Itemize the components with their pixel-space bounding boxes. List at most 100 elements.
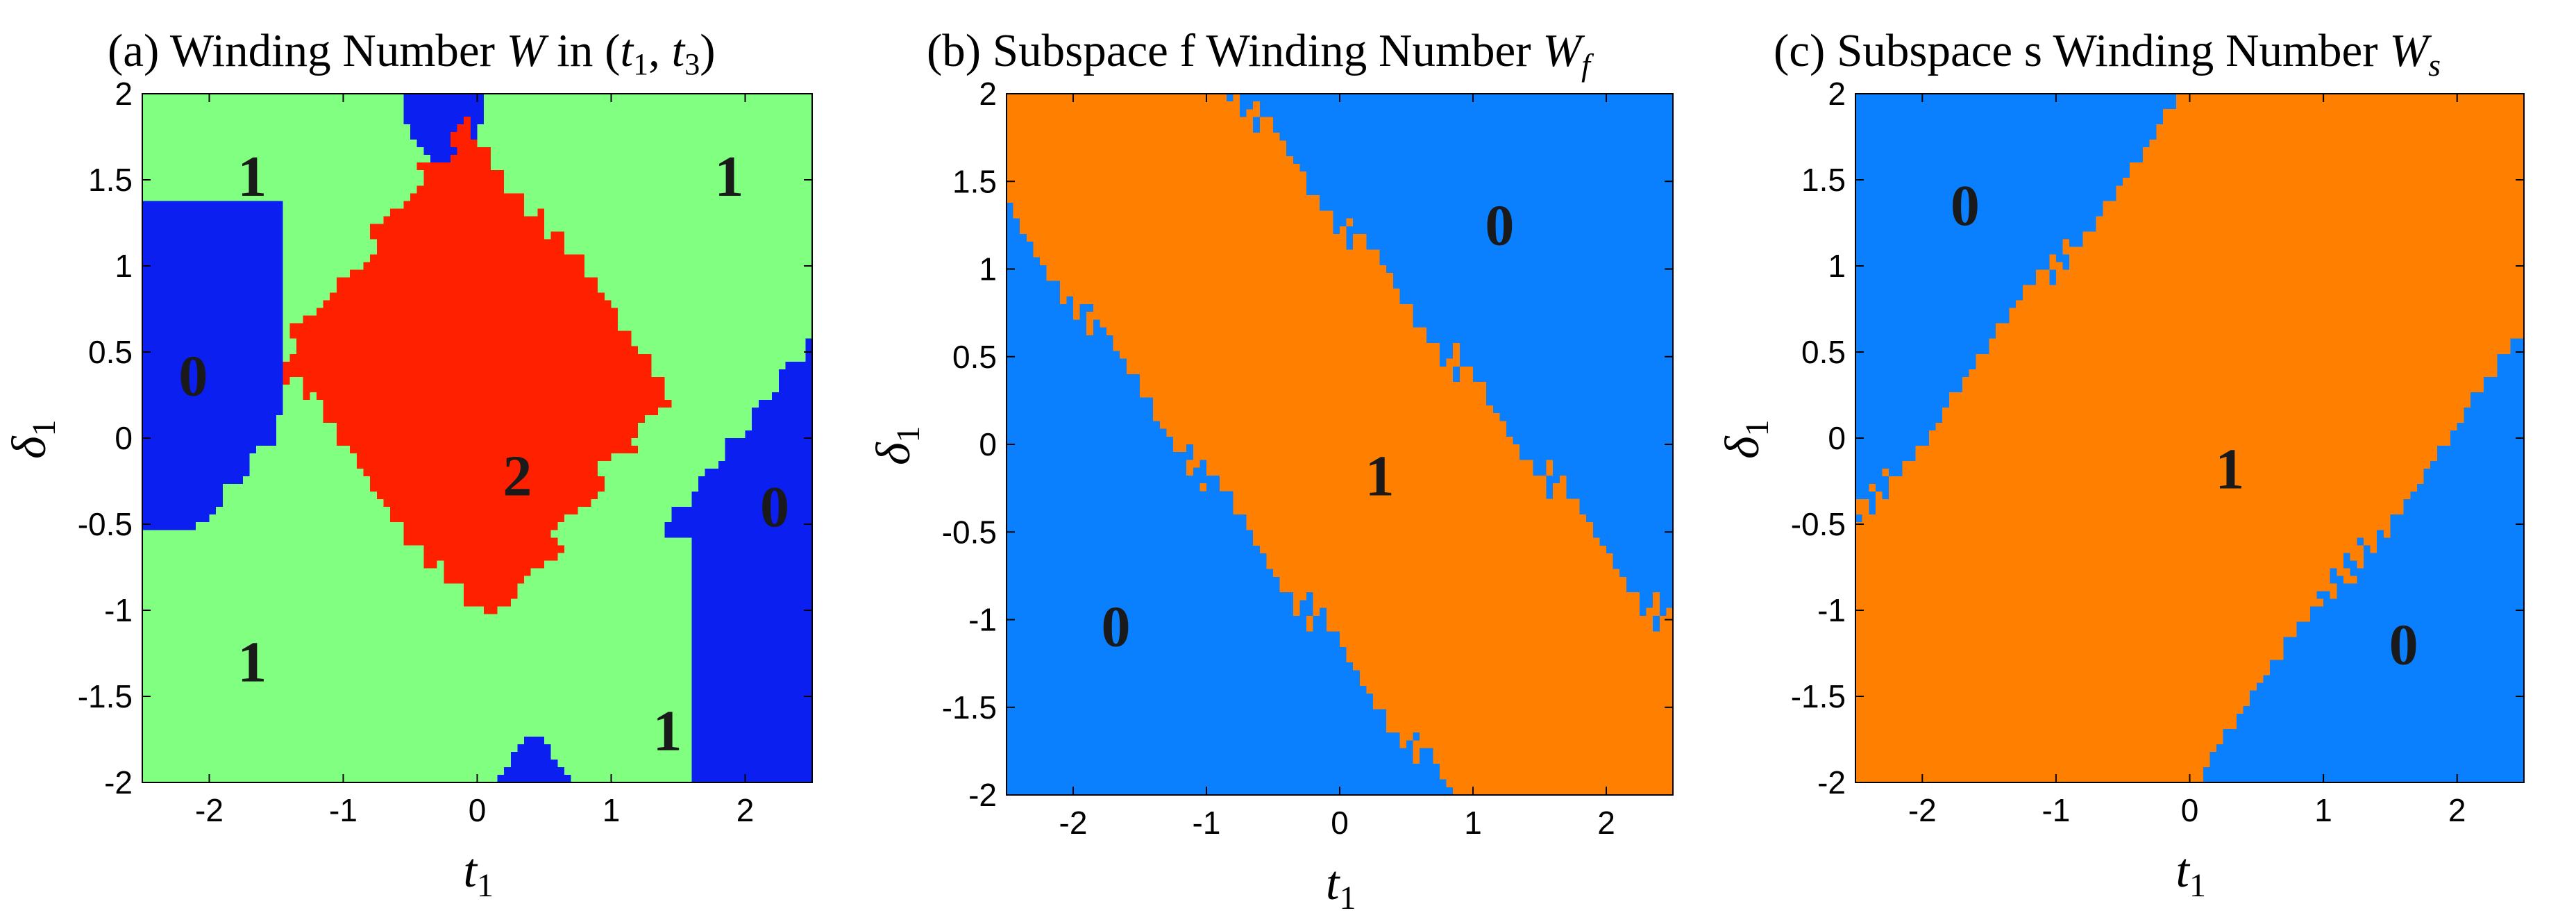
heatmap-cell [444, 124, 451, 133]
heatmap-cell [484, 698, 491, 707]
heatmap-cell [423, 155, 431, 163]
heatmap-cell [296, 453, 304, 462]
heatmap-cell [457, 254, 464, 263]
heatmap-cell [149, 660, 156, 669]
heatmap-cell [202, 269, 210, 278]
heatmap-cell [289, 193, 297, 201]
heatmap-cell [490, 201, 498, 209]
heatmap-cell [457, 94, 464, 102]
heatmap-cell [269, 667, 277, 676]
heatmap-cell [423, 553, 431, 561]
heatmap-cell [470, 446, 478, 454]
heatmap-cell [510, 269, 518, 278]
heatmap-cell [283, 384, 290, 393]
heatmap-cell [316, 682, 324, 692]
heatmap-cell [336, 469, 344, 477]
heatmap-cell [343, 469, 351, 477]
heatmap-cell [249, 262, 257, 271]
heatmap-cell [222, 193, 230, 201]
heatmap-cell [242, 315, 250, 324]
heatmap-cell [416, 346, 424, 355]
heatmap-cell [303, 178, 310, 186]
heatmap-cell [336, 361, 344, 370]
heatmap-cell [490, 728, 498, 737]
heatmap-cell [303, 576, 310, 585]
heatmap-cell [283, 537, 290, 546]
heatmap-cell [410, 323, 418, 332]
heatmap-cell [464, 185, 471, 194]
heatmap-cell [236, 637, 244, 646]
heatmap-cell [202, 300, 210, 309]
heatmap-cell [256, 361, 264, 370]
heatmap-cell [189, 690, 196, 699]
heatmap-cell [149, 744, 156, 753]
heatmap-cell [510, 140, 518, 148]
heatmap-cell [336, 598, 344, 607]
heatmap-cell [330, 530, 337, 538]
heatmap-cell [390, 736, 398, 745]
heatmap-cell [396, 430, 404, 439]
heatmap-cell [416, 514, 424, 523]
heatmap-cell [262, 292, 270, 301]
heatmap-cell [370, 376, 378, 385]
heatmap-cell [477, 667, 485, 676]
heatmap-cell [262, 583, 270, 592]
heatmap-cell [330, 766, 337, 776]
heatmap-cell [470, 353, 478, 362]
heatmap-cell [444, 492, 451, 500]
heatmap-cell [410, 292, 418, 301]
heatmap-cell [350, 560, 357, 569]
heatmap-cell [490, 208, 498, 217]
heatmap-cell [202, 766, 210, 776]
heatmap-cell [457, 384, 464, 393]
heatmap-cell [423, 713, 431, 722]
heatmap-cell [142, 537, 150, 546]
heatmap-cell [410, 545, 418, 553]
heatmap-cell [242, 399, 250, 408]
heatmap-cell [450, 560, 458, 569]
heatmap-cell [430, 438, 438, 446]
heatmap-cell [403, 117, 411, 125]
heatmap-cell [289, 239, 297, 248]
heatmap-cell [155, 117, 163, 125]
heatmap-cell [303, 224, 310, 232]
heatmap-cell [316, 277, 324, 286]
heatmap-cell [276, 277, 284, 286]
heatmap-cell [242, 369, 250, 378]
heatmap-cell [196, 637, 203, 646]
heatmap-cell [464, 239, 471, 248]
heatmap-cell [484, 140, 491, 148]
heatmap-cell [202, 614, 210, 623]
heatmap-cell [189, 201, 196, 209]
heatmap-cell [216, 621, 224, 630]
heatmap-cell [169, 315, 176, 324]
heatmap-cell [376, 606, 384, 615]
heatmap-cell [343, 621, 351, 630]
heatmap-cell [490, 675, 498, 684]
heatmap-cell [256, 774, 264, 783]
heatmap-cell [283, 170, 290, 178]
heatmap-cell [249, 621, 257, 630]
heatmap-cell [376, 224, 384, 232]
heatmap-cell [484, 484, 491, 492]
heatmap-cell [142, 560, 150, 569]
heatmap-cell [209, 277, 217, 286]
heatmap-cell [229, 629, 237, 638]
heatmap-cell [356, 216, 364, 224]
heatmap-cell [289, 751, 297, 760]
heatmap-cell [470, 530, 478, 538]
heatmap-cell [437, 591, 444, 600]
heatmap-cell [155, 568, 163, 576]
heatmap-cell [222, 208, 230, 217]
heatmap-cell [176, 637, 183, 646]
heatmap-cell [176, 216, 183, 224]
heatmap-cell [209, 698, 217, 707]
heatmap-cell [162, 568, 170, 576]
heatmap-cell [176, 300, 183, 309]
heatmap-cell [176, 598, 183, 607]
heatmap-cell [430, 675, 438, 684]
heatmap-cell [202, 262, 210, 271]
heatmap-cell [176, 414, 183, 424]
heatmap-cell [196, 376, 203, 385]
heatmap-cell [162, 392, 170, 401]
